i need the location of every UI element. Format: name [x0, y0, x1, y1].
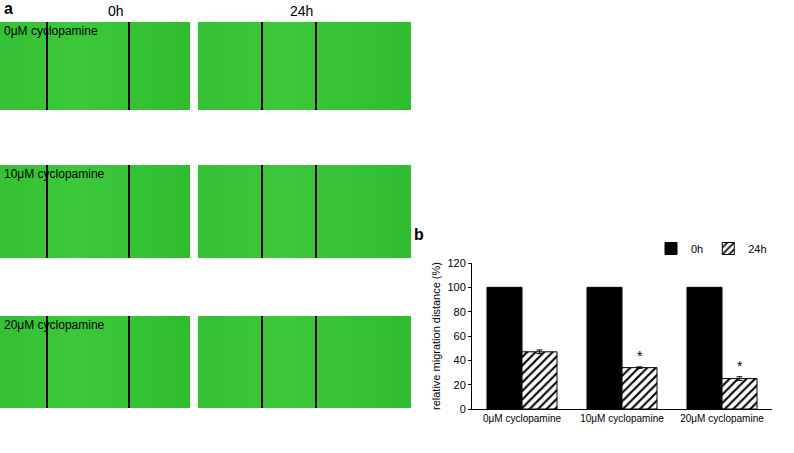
svg-text:100: 100	[447, 281, 465, 293]
html-text:24h: 24h	[290, 3, 314, 19]
svg-text:10μM cyclopamine: 10μM cyclopamine	[580, 413, 664, 424]
svg-text:relative migration distance (%: relative migration distance (%)	[430, 262, 442, 410]
svg-text:40: 40	[454, 354, 466, 366]
svg-text:120: 120	[447, 257, 465, 269]
html-text:20μM cyclopamine: 20μM cyclopamine	[4, 318, 105, 332]
svg-text:0μM cyclopamine: 0μM cyclopamine	[483, 413, 561, 424]
svg-text:20μM cyclopamine: 20μM cyclopamine	[680, 413, 764, 424]
svg-text:0h: 0h	[691, 243, 703, 255]
svg-text:60: 60	[454, 330, 466, 342]
html-text:a: a	[4, 0, 13, 17]
html-text:0h: 0h	[108, 3, 124, 19]
svg-text:*: *	[637, 348, 643, 364]
html-text:10μM cyclopamine: 10μM cyclopamine	[4, 167, 105, 181]
html-text:b: b	[414, 226, 424, 243]
svg-text:20: 20	[454, 379, 466, 391]
svg-text:*: *	[737, 358, 743, 374]
svg-text:80: 80	[454, 306, 466, 318]
html-text:0μM cyclopamine: 0μM cyclopamine	[4, 24, 98, 38]
svg-text:24h: 24h	[748, 243, 766, 255]
svg-text:0: 0	[460, 403, 466, 415]
